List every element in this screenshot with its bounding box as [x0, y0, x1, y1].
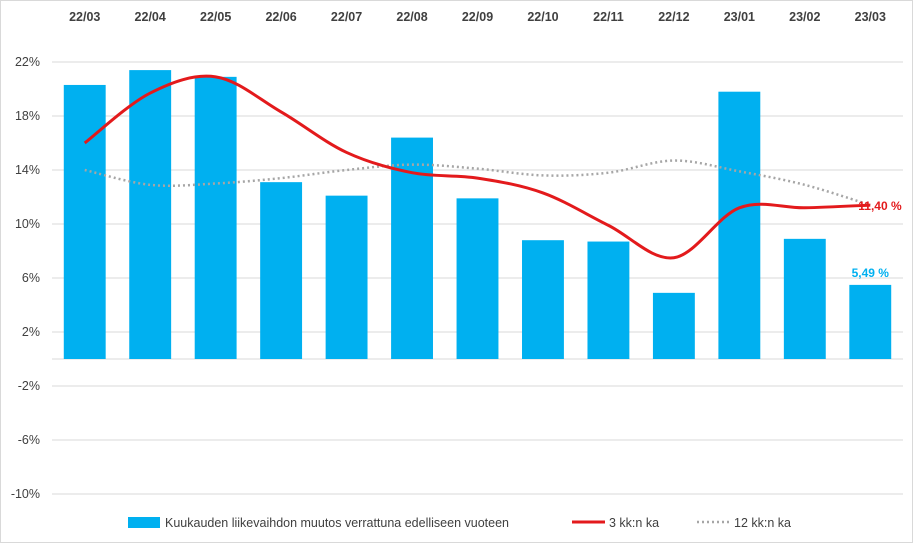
y-tick-label: 2% [22, 325, 40, 339]
x-tick-label: 22/10 [527, 10, 558, 24]
x-tick-label: 22/06 [265, 10, 296, 24]
x-axis-ticks: 22/03 22/04 22/05 22/06 22/07 22/08 22/09 22/10… [69, 10, 886, 24]
line-series [83, 74, 871, 260]
x-tick-label: 22/05 [200, 10, 231, 24]
gridlines [52, 61, 903, 495]
y-tick-label: -6% [18, 433, 40, 447]
x-tick-label: 23/03 [855, 10, 886, 24]
y-tick-label: 14% [15, 163, 40, 177]
line-3kk [83, 74, 871, 260]
bar-series [63, 70, 892, 359]
bar [63, 84, 106, 359]
x-tick-label: 22/07 [331, 10, 362, 24]
bar [129, 70, 172, 359]
bar [652, 292, 695, 359]
bar [456, 198, 499, 359]
y-axis-ticks: 22% 18% 14% 10% 6% 2% -2% -6% -10% [11, 55, 40, 501]
x-tick-label: 22/03 [69, 10, 100, 24]
y-tick-label: 18% [15, 109, 40, 123]
y-tick-label: 6% [22, 271, 40, 285]
y-tick-label: -10% [11, 487, 40, 501]
legend-line12-label: 12 kk:n ka [734, 516, 791, 530]
data-labels: 5,49 % 11,40 % [852, 199, 902, 280]
x-tick-label: 22/08 [396, 10, 427, 24]
x-tick-label: 22/12 [658, 10, 689, 24]
bar [522, 240, 564, 359]
x-tick-label: 23/01 [724, 10, 755, 24]
x-tick-label: 22/09 [462, 10, 493, 24]
legend: Kuukauden liikevaihdon muutos verrattuna… [128, 516, 791, 530]
bar [325, 195, 368, 359]
y-tick-label: 10% [15, 217, 40, 231]
x-tick-label: 22/04 [135, 10, 166, 24]
y-tick-label: -2% [18, 379, 40, 393]
bar [194, 76, 237, 359]
data-label: 11,40 % [858, 199, 902, 213]
bar [849, 284, 892, 359]
bar [783, 238, 826, 359]
bar [260, 182, 303, 359]
data-label: 5,49 % [852, 266, 890, 280]
legend-line3-label: 3 kk:n ka [609, 516, 659, 530]
y-tick-label: 22% [15, 55, 40, 69]
line-12kk [84, 159, 871, 207]
legend-bar-swatch [128, 517, 160, 528]
bar [587, 241, 630, 359]
bar [718, 91, 761, 359]
legend-bar-label: Kuukauden liikevaihdon muutos verrattuna… [165, 516, 509, 530]
x-tick-label: 22/11 [593, 10, 624, 24]
x-tick-label: 23/02 [789, 10, 820, 24]
